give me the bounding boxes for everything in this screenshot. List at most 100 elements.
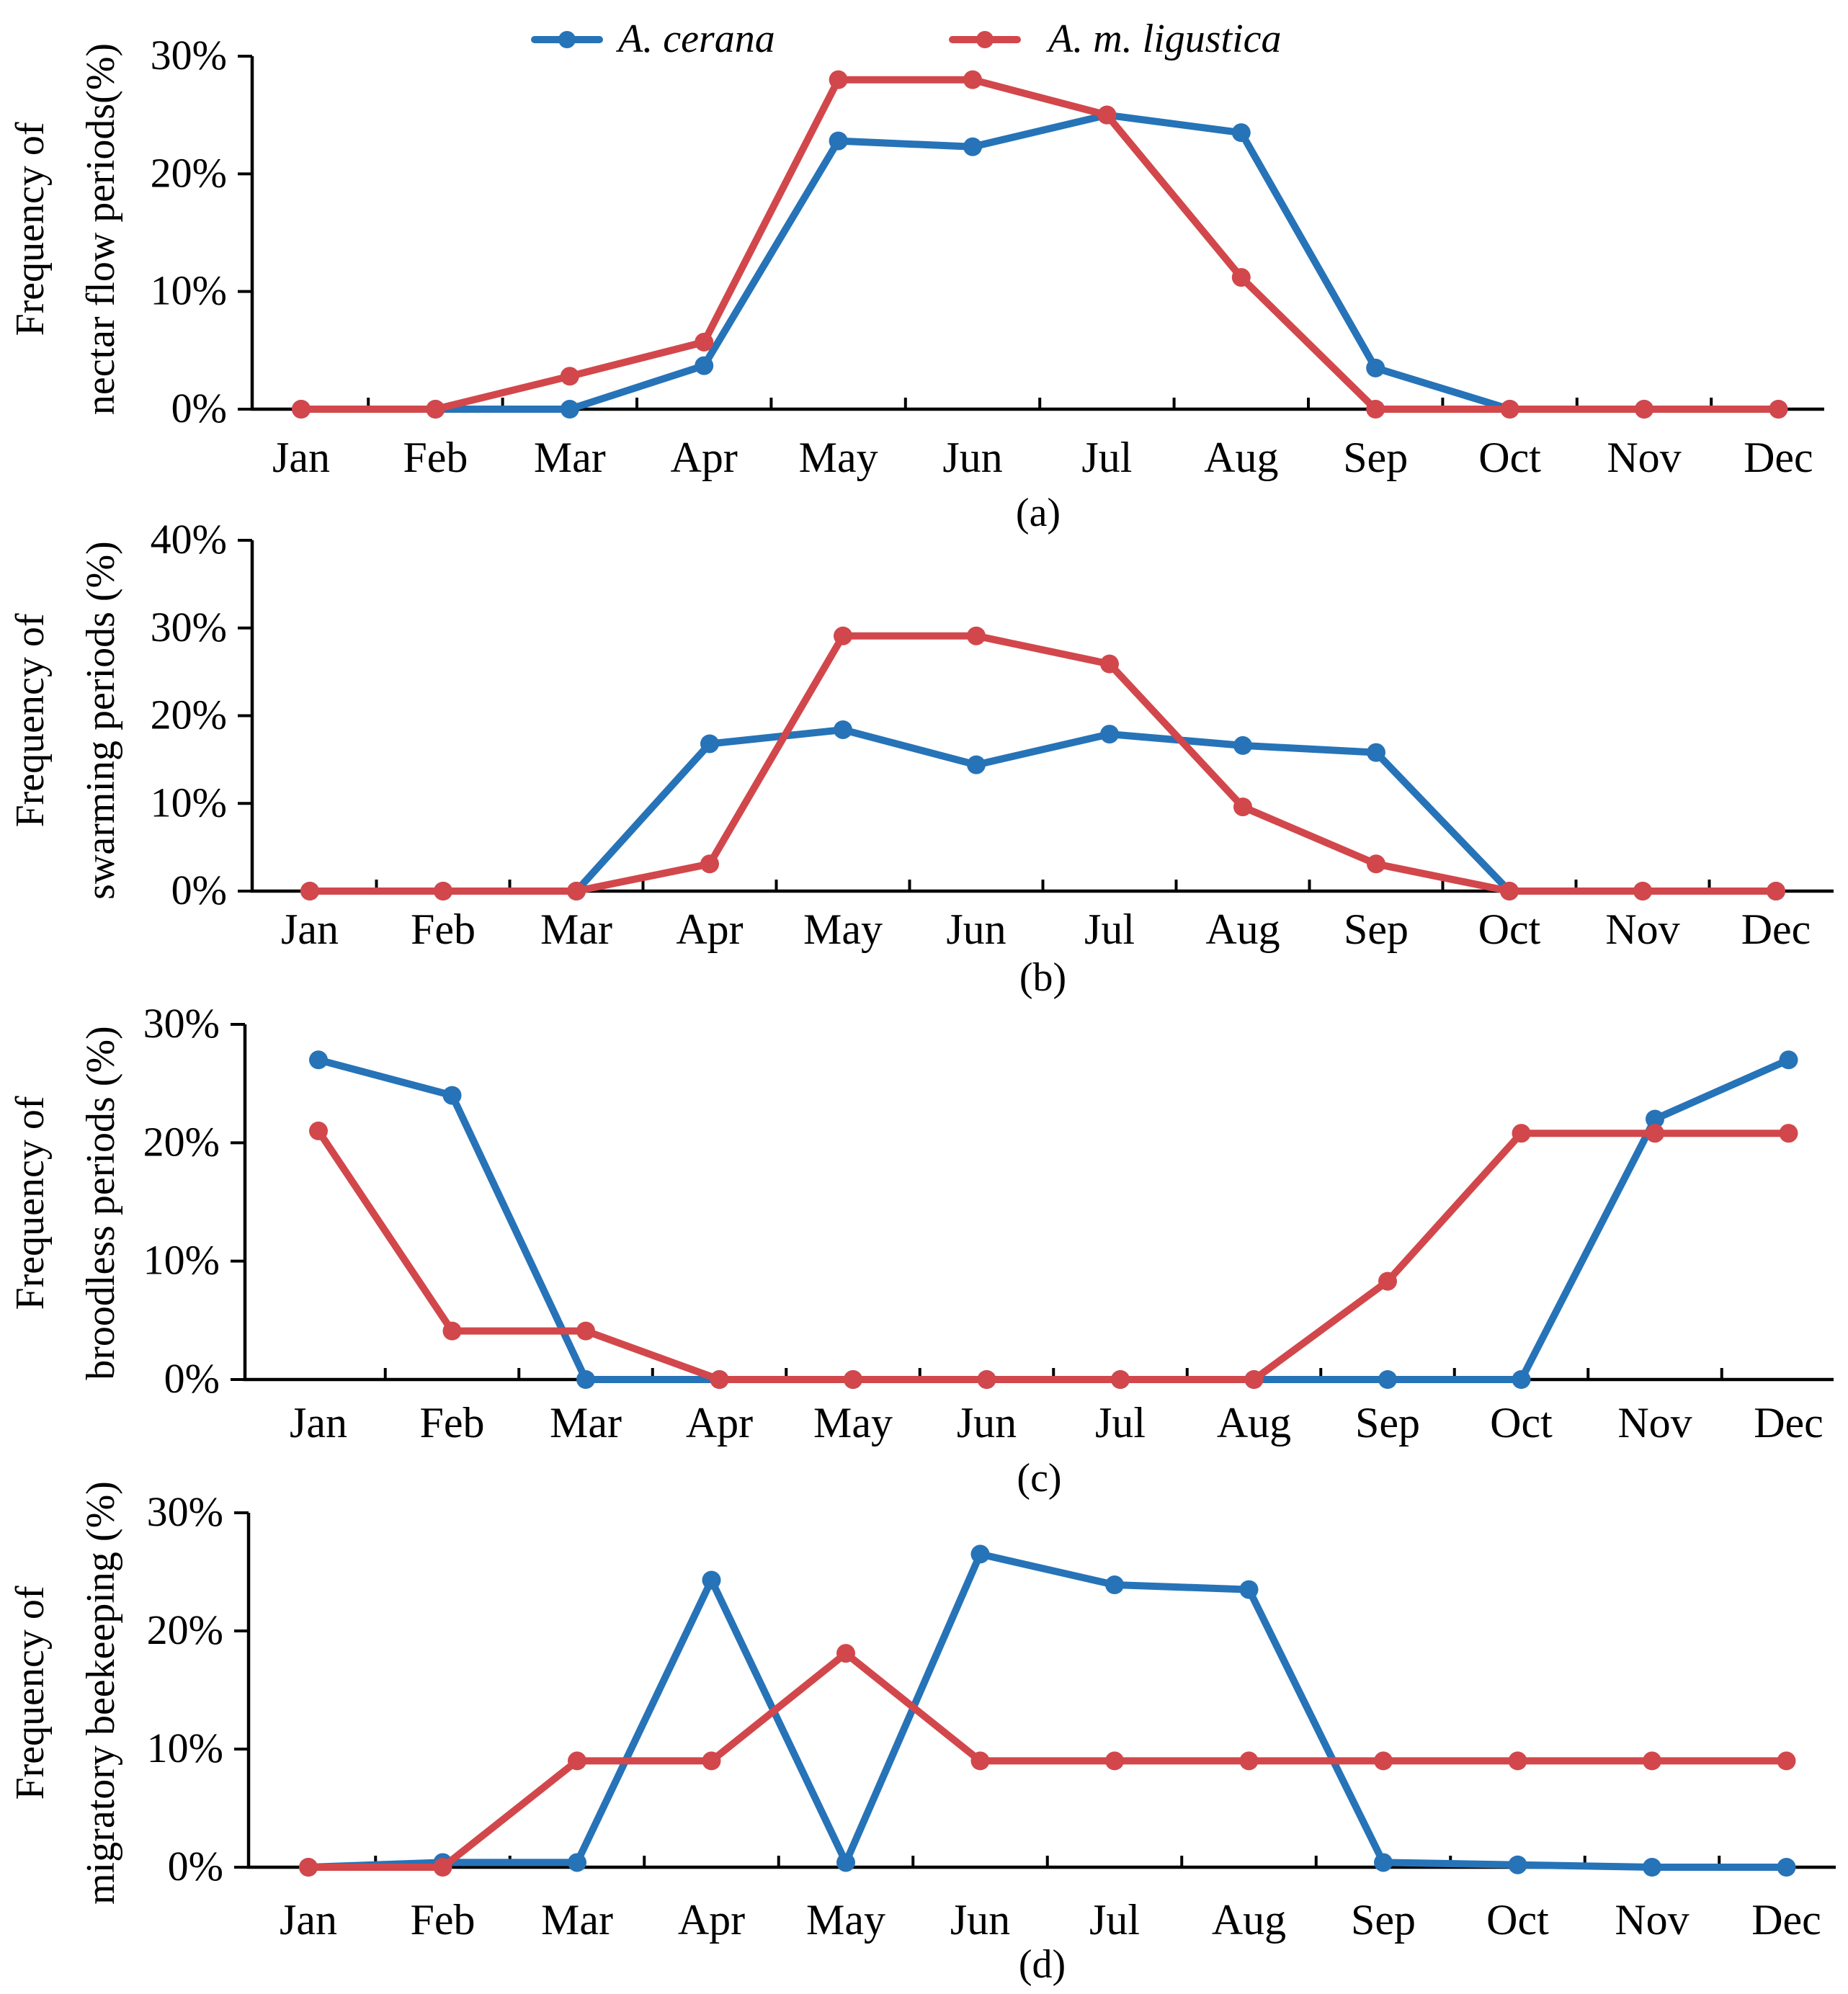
- x-tick-label-jul: Jul: [1081, 434, 1132, 481]
- y-axis-label-line-1: Frequency of: [8, 1586, 53, 1799]
- data-point-a-m-ligustica-nov: [1643, 1751, 1661, 1771]
- x-tick-label-mar: Mar: [534, 434, 606, 481]
- y-tick-label: 20%: [151, 692, 227, 738]
- chart-panel-c: 0% 10% 20% 30% Jan Feb Mar Apr May Jun Jul Aug Sep Oc…: [8, 1000, 1834, 1501]
- data-point-a-m-ligustica-jan: [300, 882, 319, 900]
- x-tick-label-jul: Jul: [1084, 906, 1135, 953]
- y-axis-label-line-2: broodless periods (%): [79, 1026, 123, 1380]
- data-point-a-cerana-sep: [1378, 1370, 1397, 1389]
- data-point-a-cerana-jun: [970, 1544, 990, 1564]
- data-point-a-m-ligustica-mar: [560, 367, 579, 386]
- x-tick-label-oct: Oct: [1478, 906, 1541, 953]
- chart-panel-d: 0% 10% 20% 30% Jan Feb Mar Apr May Jun Jul Aug Sep Oc…: [8, 1481, 1836, 1987]
- x-tick-label-oct: Oct: [1486, 1896, 1549, 1944]
- series-a-m-ligustica: [292, 70, 1788, 419]
- x-tick-label-oct: Oct: [1490, 1399, 1553, 1447]
- data-point-a-cerana-aug: [1239, 1580, 1259, 1599]
- data-point-a-m-ligustica-may: [834, 626, 852, 645]
- y-axis-label-line-1: Frequency of: [8, 613, 53, 827]
- x-tick-label-sep: Sep: [1343, 434, 1408, 481]
- data-point-a-m-ligustica-jan: [292, 400, 311, 419]
- x-tick-label-may: May: [803, 906, 883, 953]
- data-point-a-m-ligustica-dec: [1777, 1751, 1796, 1771]
- series-line-a-m-ligustica: [306, 632, 1780, 895]
- x-tick-label-jun: Jun: [942, 434, 1002, 481]
- data-point-a-cerana-aug: [1231, 123, 1251, 143]
- series-line-a-cerana: [298, 111, 1782, 413]
- series-a-m-ligustica: [300, 626, 1785, 900]
- data-point-a-cerana-jul: [1105, 1575, 1124, 1595]
- data-point-a-m-ligustica-nov: [1633, 882, 1652, 900]
- data-point-a-m-ligustica-aug: [1244, 1370, 1264, 1389]
- x-tick-label-nov: Nov: [1607, 434, 1681, 481]
- data-point-a-m-ligustica-mar: [568, 1751, 586, 1771]
- data-point-a-m-ligustica-jun: [963, 70, 982, 89]
- x-tick-label-may: May: [806, 1896, 885, 1944]
- panel-label: (c): [1017, 1456, 1061, 1501]
- x-tick-label-may: May: [813, 1399, 893, 1447]
- data-point-a-cerana-oct: [1508, 1855, 1527, 1874]
- x-tick-label-jul: Jul: [1095, 1399, 1146, 1447]
- series-a-cerana: [299, 1544, 1796, 1877]
- legend-item-a-m-ligustica: A. m. ligustica: [949, 17, 1282, 61]
- data-point-a-m-ligustica-sep: [1378, 1271, 1397, 1291]
- data-point-a-m-ligustica-sep: [1366, 400, 1385, 419]
- data-point-a-cerana-may: [836, 1853, 855, 1872]
- legend-marker-a-m-ligustica: [976, 31, 994, 48]
- data-point-a-m-ligustica-sep: [1374, 1751, 1393, 1771]
- y-tick-label: 10%: [151, 779, 227, 826]
- y-tick-label: 30%: [151, 32, 227, 79]
- data-point-a-m-ligustica-jan: [299, 1858, 318, 1877]
- x-tick-label-oct: Oct: [1478, 434, 1541, 481]
- legend-marker-a-cerana: [558, 31, 576, 48]
- data-point-a-m-ligustica-feb: [434, 882, 452, 900]
- y-axis-label-line-1: Frequency of: [8, 1096, 53, 1310]
- data-point-a-m-ligustica-feb: [426, 400, 445, 419]
- x-tick-label-jan: Jan: [281, 906, 339, 953]
- series-line-a-cerana: [306, 726, 1780, 895]
- data-point-a-m-ligustica-oct: [1500, 882, 1519, 900]
- data-point-a-m-ligustica-apr: [710, 1370, 729, 1389]
- x-tick-label-dec: Dec: [1751, 1896, 1821, 1944]
- data-point-a-m-ligustica-may: [836, 1644, 855, 1663]
- chart-panel-a: 0% 10% 20% 30% Jan Feb Mar Apr May Jun Jul Aug Sep Oc…: [8, 32, 1824, 535]
- data-point-a-m-ligustica-mar: [576, 1321, 595, 1341]
- data-point-a-m-ligustica-apr: [700, 854, 719, 874]
- legend: A. cerana A. m. ligustica: [531, 17, 1282, 61]
- y-tick-label: 20%: [143, 1118, 220, 1165]
- data-point-a-m-ligustica-mar: [567, 882, 586, 900]
- y-axis-label-line-2: migratory beekeeping (%): [79, 1481, 123, 1905]
- y-tick-label: 0%: [171, 867, 227, 913]
- x-tick-label-nov: Nov: [1605, 906, 1679, 953]
- series-line-a-cerana: [305, 1550, 1790, 1871]
- x-tick-label-mar: Mar: [541, 1896, 613, 1944]
- legend-item-a-cerana: A. cerana: [531, 17, 775, 61]
- data-point-a-m-ligustica-jun: [967, 626, 986, 645]
- data-point-a-m-ligustica-sep: [1367, 854, 1385, 874]
- data-point-a-m-ligustica-jun: [970, 1751, 990, 1771]
- series-a-cerana: [309, 1050, 1798, 1389]
- data-point-a-cerana-mar: [560, 400, 579, 419]
- x-tick-label-apr: Apr: [686, 1399, 753, 1447]
- y-tick-label: 30%: [151, 604, 227, 650]
- data-point-a-cerana-jan: [309, 1050, 328, 1070]
- x-tick-label-dec: Dec: [1744, 434, 1813, 481]
- x-tick-label-apr: Apr: [671, 434, 738, 481]
- x-tick-label-apr: Apr: [676, 906, 743, 953]
- y-tick-label: 0%: [164, 1355, 220, 1402]
- legend-label-a-cerana: A. cerana: [615, 17, 775, 61]
- panel-label: (b): [1019, 955, 1066, 1000]
- x-tick-label-jan: Jan: [272, 434, 330, 481]
- data-point-a-m-ligustica-jun: [977, 1370, 996, 1389]
- x-tick-label-feb: Feb: [420, 1399, 485, 1447]
- data-point-a-m-ligustica-jul: [1097, 105, 1117, 125]
- data-point-a-cerana-mar: [576, 1370, 595, 1389]
- chart-panel-b: 0% 10% 20% 30% 40% Jan Feb Mar Apr May Jun Jul Aug Se…: [8, 516, 1834, 1000]
- y-tick-label: 0%: [168, 1843, 223, 1890]
- y-tick-label: 20%: [151, 149, 227, 196]
- panel-label: (a): [1016, 491, 1061, 535]
- y-axis-label-line-2: nectar flow periods(%): [79, 43, 123, 415]
- legend-label-a-m-ligustica: A. m. ligustica: [1045, 17, 1282, 61]
- data-point-a-cerana-aug: [1233, 736, 1252, 755]
- data-point-a-cerana-jul: [1100, 725, 1119, 744]
